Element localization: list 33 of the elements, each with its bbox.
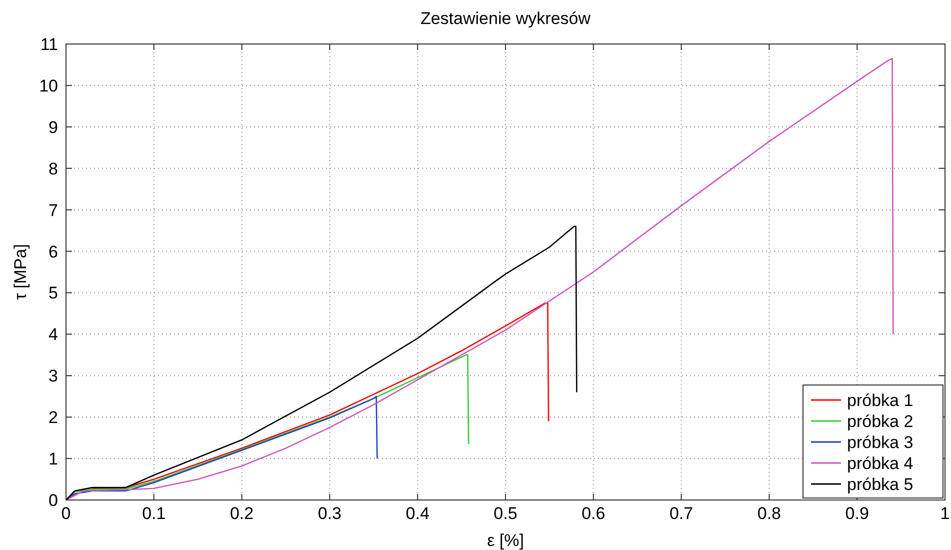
- y-tick-label: 9: [48, 118, 58, 137]
- y-tick-label: 8: [48, 159, 58, 178]
- x-tick-label: 0.5: [494, 504, 518, 523]
- x-tick-label: 1: [940, 504, 950, 523]
- x-tick-label: 0.8: [757, 504, 782, 523]
- legend-label: próbka 5: [847, 475, 914, 494]
- x-tick-label: 0.2: [230, 504, 254, 523]
- x-tick-label: 0.4: [406, 504, 430, 523]
- x-axis-title: ε [%]: [487, 531, 524, 550]
- legend-label: próbka 2: [847, 412, 914, 431]
- y-tick-label: 5: [48, 284, 58, 303]
- line-series: [65, 226, 578, 501]
- legend-label: próbka 4: [847, 454, 914, 473]
- y-tick-label: 10: [39, 76, 58, 96]
- y-tick-label: 4: [48, 325, 58, 344]
- y-tick-label: 6: [48, 242, 58, 262]
- y-tick-label: 0: [48, 491, 58, 510]
- x-tick-label: 0.7: [669, 504, 694, 523]
- x-tick-label: 0.1: [142, 504, 166, 523]
- y-axis-title: τ [MPa]: [11, 244, 30, 300]
- legend-label: próbka 3: [847, 433, 914, 452]
- y-tick-label: 1: [48, 450, 58, 469]
- y-tick-label: 3: [48, 366, 58, 386]
- x-tick-label: 0.9: [845, 504, 869, 523]
- line-series: [92, 302, 550, 490]
- x-tick-label: 0: [61, 504, 71, 523]
- x-tick-label: 0.6: [582, 504, 606, 523]
- chart-title: Zestawienie wykresów: [420, 9, 592, 28]
- y-tick-label: 11: [40, 35, 58, 54]
- y-tick-label: 2: [48, 408, 58, 428]
- y-tick-label: 7: [48, 200, 58, 220]
- x-tick-label: 0.3: [318, 504, 342, 523]
- legend-label: próbka 1: [847, 391, 914, 410]
